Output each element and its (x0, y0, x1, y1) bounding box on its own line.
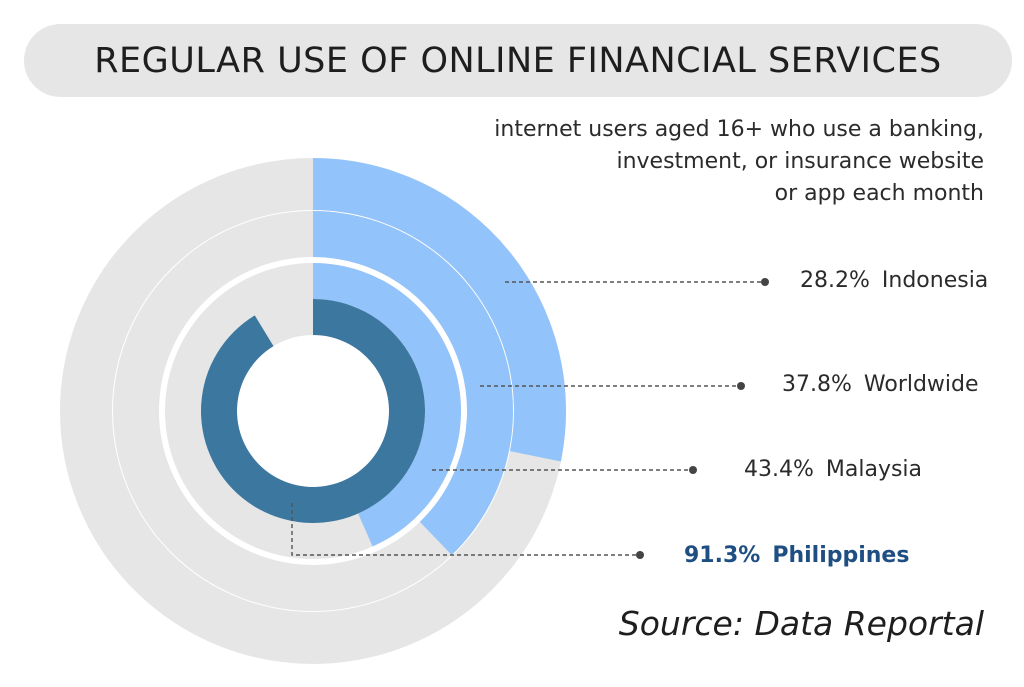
ring-bar-malaysia (313, 263, 462, 547)
label-indonesia: 28.2% Indonesia (800, 266, 988, 296)
value-label: 91.3% (684, 543, 761, 568)
ring-bar-indonesia (313, 158, 566, 462)
ring-bar-worldwide (313, 211, 513, 556)
subtitle-line: investment, or insurance website (616, 149, 984, 174)
leader-line-philippines (291, 503, 640, 556)
leader-dot-indonesia (761, 278, 769, 286)
leader-dot-worldwide (737, 382, 745, 390)
label-malaysia: 43.4% Malaysia (744, 455, 922, 485)
subtitle-line: or app each month (774, 181, 984, 206)
value-label: 43.4% (744, 457, 814, 482)
label-philippines: 91.3% Philippines (684, 541, 909, 571)
label-worldwide: 37.8% Worldwide (782, 370, 979, 400)
source-note: Source: Data Reportal (618, 604, 984, 643)
subtitle-line: internet users aged 16+ who use a bankin… (494, 117, 984, 142)
value-label: 37.8% (782, 372, 852, 397)
title-banner: REGULAR USE OF ONLINE FINANCIAL SERVICES (24, 24, 1012, 97)
chart-subtitle: internet users aged 16+ who use a bankin… (384, 114, 984, 210)
category-label: Malaysia (825, 457, 923, 482)
category-label: Indonesia (881, 268, 989, 293)
chart-title: REGULAR USE OF ONLINE FINANCIAL SERVICES (94, 40, 942, 81)
category-label: Philippines (772, 543, 910, 568)
value-label: 28.2% (800, 268, 870, 293)
leader-dot-malaysia (689, 466, 697, 474)
leader-dot-philippines (636, 551, 644, 559)
category-label: Worldwide (863, 372, 979, 397)
ring-bar-philippines (201, 299, 425, 523)
